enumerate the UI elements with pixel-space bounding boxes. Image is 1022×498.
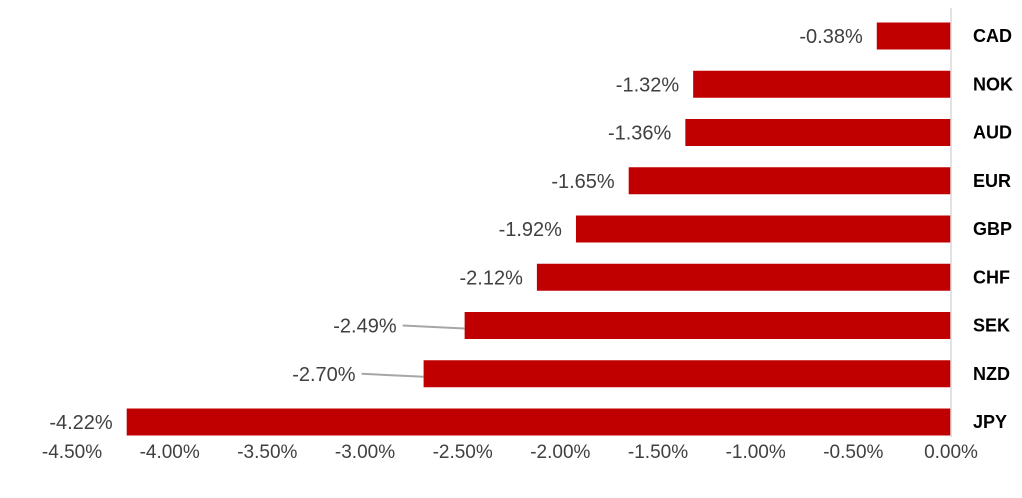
bar-gbp bbox=[575, 215, 951, 243]
value-label-jpy: -4.22% bbox=[49, 412, 113, 434]
value-label-eur: -1.65% bbox=[551, 171, 615, 193]
category-label-sek: SEK bbox=[973, 316, 1010, 336]
x-tick-label: -1.50% bbox=[628, 442, 688, 463]
bar-eur bbox=[628, 167, 951, 195]
bar-nzd bbox=[423, 360, 952, 388]
x-tick-label: -3.50% bbox=[237, 442, 297, 463]
value-label-chf: -2.12% bbox=[460, 267, 524, 289]
x-tick-label: -0.50% bbox=[823, 442, 883, 463]
x-tick-label: 0.00% bbox=[924, 442, 978, 463]
leader-line-sek bbox=[402, 324, 465, 330]
category-label-chf: CHF bbox=[973, 267, 1010, 287]
bars-group bbox=[126, 22, 952, 436]
leader-lines-group bbox=[361, 324, 465, 378]
category-label-jpy: JPY bbox=[973, 412, 1007, 432]
x-tick-label: -2.50% bbox=[433, 442, 493, 463]
category-label-eur: EUR bbox=[973, 171, 1011, 191]
bar-nok bbox=[693, 70, 951, 98]
category-label-nok: NOK bbox=[973, 74, 1013, 94]
bar-aud bbox=[685, 119, 951, 146]
x-tick-label: -4.00% bbox=[140, 442, 200, 463]
value-label-sek: -2.49% bbox=[333, 316, 397, 338]
x-axis-ticks-group: -4.50% -4.00% -3.50% -3.00% -2.50% -2.00% -1.5… bbox=[42, 442, 978, 463]
value-label-aud: -1.36% bbox=[608, 123, 672, 145]
category-label-gbp: GBP bbox=[973, 219, 1012, 239]
x-tick-label: -3.00% bbox=[335, 442, 395, 463]
category-label-aud: AUD bbox=[973, 123, 1012, 143]
x-tick-label: -1.00% bbox=[726, 442, 786, 463]
bar-cad bbox=[876, 22, 951, 50]
value-label-gbp: -1.92% bbox=[499, 219, 563, 241]
x-tick-label: -4.50% bbox=[42, 442, 102, 463]
x-tick-label: -2.00% bbox=[530, 442, 590, 463]
bar-jpy bbox=[126, 408, 951, 436]
value-label-nzd: -2.70% bbox=[292, 364, 356, 386]
bar-sek bbox=[464, 312, 951, 339]
value-label-cad: -0.38% bbox=[799, 26, 863, 48]
leader-line-nzd bbox=[361, 372, 424, 378]
value-label-nok: -1.32% bbox=[616, 74, 680, 96]
category-label-cad: CAD bbox=[973, 26, 1012, 46]
category-labels-group: CAD NOK AUD EUR GBP CHF SEK NZD JPY bbox=[973, 26, 1013, 432]
bar-chf bbox=[536, 263, 951, 291]
category-label-nzd: NZD bbox=[973, 364, 1010, 384]
value-labels-group: -0.38% -1.32% -1.36% -1.65% -1.92% -2.12% -2.4… bbox=[49, 26, 863, 434]
